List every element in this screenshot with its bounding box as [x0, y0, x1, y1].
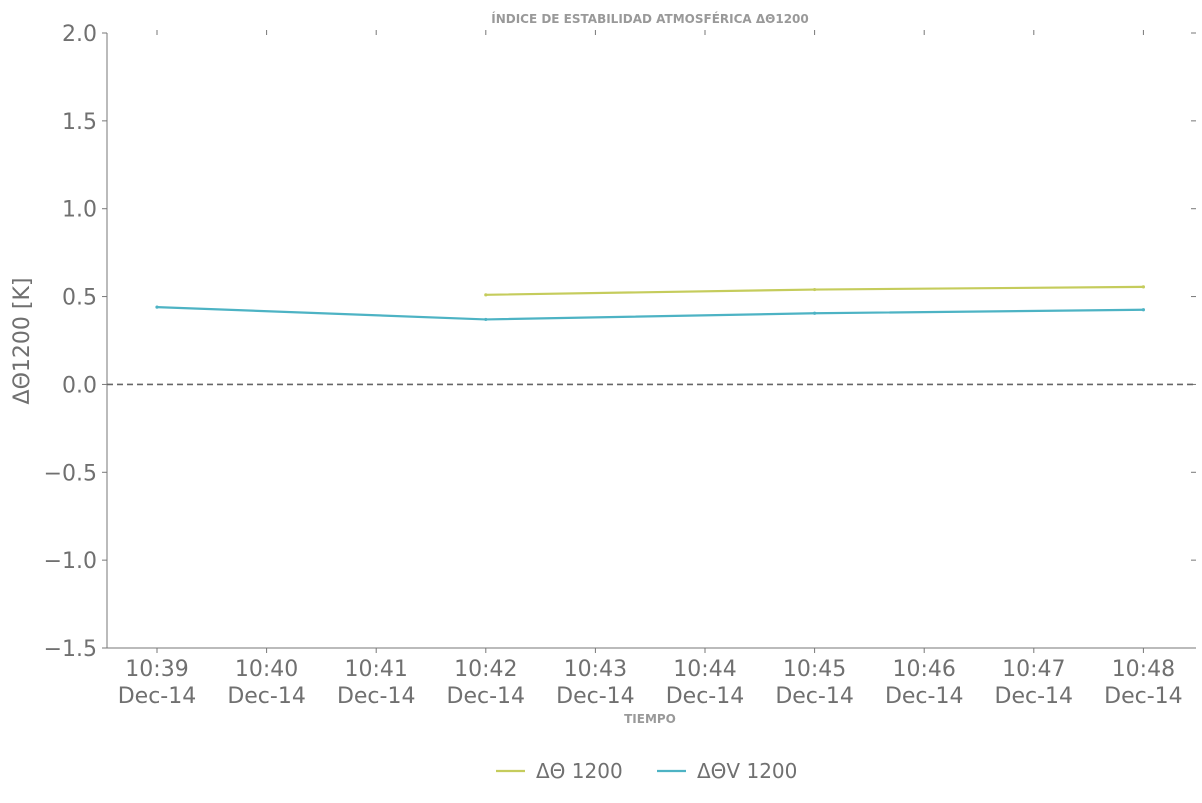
x-tick-label-date: Dec-14 — [337, 684, 416, 709]
plot-area: 2.01.51.00.50.0−0.5−1.0−1.510:39Dec-1410… — [44, 22, 1196, 709]
series-2-point — [813, 311, 817, 315]
y-tick-label: 1.0 — [62, 198, 97, 223]
series-2-point — [484, 317, 488, 322]
x-tick-label-time: 10:42 — [454, 657, 517, 682]
x-tick-label-time: 10:43 — [564, 657, 627, 682]
x-tick-label-date: Dec-14 — [556, 684, 635, 709]
x-tick-label-date: Dec-14 — [775, 684, 854, 709]
x-tick-label-time: 10:46 — [892, 657, 955, 682]
x-tick-label-time: 10:41 — [344, 657, 407, 682]
y-tick-label: −1.0 — [44, 549, 97, 574]
x-tick-label-date: Dec-14 — [227, 684, 306, 709]
x-tick-label-date: Dec-14 — [118, 684, 197, 709]
x-tick-label-date: Dec-14 — [995, 684, 1074, 709]
legend-label-2: ΔΘV 1200 — [697, 759, 797, 783]
y-tick-label: 1.5 — [62, 110, 97, 135]
x-tick-label-time: 10:45 — [783, 657, 846, 682]
y-axis-title: ΔΘ1200 [K] — [10, 278, 35, 405]
y-tick-label: −1.5 — [44, 637, 97, 662]
x-tick-label-time: 10:47 — [1002, 657, 1065, 682]
y-tick-label: 0.0 — [62, 373, 97, 398]
legend: ΔΘ 1200 ΔΘV 1200 — [496, 759, 797, 783]
y-tick-label: 2.0 — [62, 22, 97, 47]
x-axis-title: TIEMPO — [624, 712, 676, 726]
x-tick-label-date: Dec-14 — [666, 684, 745, 709]
series-1-point — [1141, 285, 1145, 289]
chart-title: ÍNDICE DE ESTABILIDAD ATMOSFÉRICA ΔΘ1200 — [491, 11, 809, 26]
series-1-point — [484, 293, 488, 297]
legend-label-1: ΔΘ 1200 — [536, 759, 623, 783]
x-tick-label-time: 10:48 — [1112, 657, 1175, 682]
x-tick-label-date: Dec-14 — [885, 684, 964, 709]
x-tick-label-time: 10:40 — [235, 657, 298, 682]
x-tick-label-date: Dec-14 — [447, 684, 526, 709]
x-tick-label-time: 10:44 — [673, 657, 736, 682]
series-2-point — [1141, 308, 1145, 312]
y-tick-label: 0.5 — [62, 286, 97, 311]
x-tick-label-time: 10:39 — [125, 657, 188, 682]
series-1-point — [813, 287, 817, 292]
series-2-point — [155, 305, 159, 309]
x-tick-label-date: Dec-14 — [1104, 684, 1183, 709]
series-line-2 — [156, 306, 1144, 321]
y-tick-label: −0.5 — [44, 461, 97, 486]
